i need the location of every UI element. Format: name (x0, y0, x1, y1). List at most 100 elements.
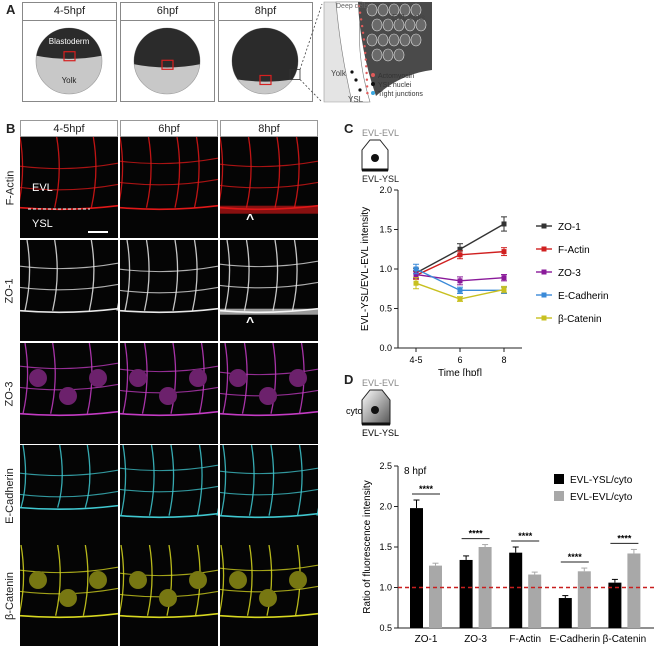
actomyosin-dot (364, 58, 367, 61)
nucleus (29, 369, 47, 387)
cell-membrane (20, 469, 118, 477)
row-label-1: ZO-1 (0, 240, 20, 341)
cell-membrane (120, 445, 127, 516)
micrograph-column-header-2: 8hpf (220, 120, 318, 137)
actin-ring-band (220, 205, 318, 214)
cell-membrane (248, 445, 255, 516)
cell-membrane (82, 545, 89, 616)
actomyosin-dot (362, 38, 366, 41)
cell-membrane (146, 545, 153, 616)
y-tick-label: 0.5 (379, 623, 392, 633)
nucleus (289, 369, 307, 387)
row-label-3: E-Cadherin (0, 445, 20, 546)
inset-yolk-label: Yolk (331, 69, 347, 78)
inset-cell (399, 3, 411, 17)
cell-membrane (120, 569, 218, 577)
cell-membrane (20, 545, 25, 615)
significance-label: **** (617, 533, 632, 543)
y-tick-label: 2.5 (379, 461, 392, 471)
cell-membrane (166, 545, 173, 616)
y-axis-label: EVL-YSL/EVL-EVL intensity (360, 207, 371, 331)
nucleus (129, 571, 147, 589)
zoom-box (289, 69, 301, 80)
inset-ysl-label: YSL (348, 95, 364, 104)
cell-membrane (20, 566, 118, 574)
cell-membrane (243, 240, 250, 311)
legend-marker-0 (371, 73, 375, 77)
micrograph-tile (120, 445, 218, 546)
cell-membrane (24, 240, 31, 311)
cell-membrane (245, 137, 252, 208)
inset-cell (393, 48, 405, 62)
data-point (413, 272, 419, 278)
actomyosin-dot (359, 18, 363, 21)
ysl-nucleus (354, 78, 358, 82)
inset-cell (377, 3, 389, 17)
y-tick-label: 2.0 (379, 502, 392, 512)
zo1-band (220, 308, 318, 315)
inset: Deep cells EVL cells Yolk YSL Actomyosin YSL … (323, 1, 432, 104)
micrograph-tile (120, 240, 218, 341)
data-point (501, 249, 507, 255)
row-label-text: β-Catenin (4, 571, 16, 620)
cell-membrane (50, 343, 56, 414)
actomyosin-dot (358, 11, 362, 14)
inset-cell (371, 48, 383, 62)
evl-ysl-boundary (20, 612, 118, 619)
cell-outlines (120, 137, 218, 211)
cell-membrane (20, 137, 24, 202)
bar-1 (627, 553, 641, 628)
actomyosin-dot (365, 78, 369, 81)
cell-outlines (120, 240, 218, 314)
cell-outlines (20, 545, 118, 619)
actomyosin-dot (365, 71, 368, 75)
y-tick-label: 1.0 (379, 583, 392, 593)
stage-label-1: 6hpf (121, 3, 214, 21)
y-tick-label: 1.0 (379, 264, 392, 274)
actomyosin-dot (365, 65, 368, 68)
data-point (501, 275, 507, 281)
arrowhead: ^ (246, 314, 254, 330)
row-label-text: ZO-3 (4, 380, 16, 407)
cell-membrane (54, 137, 60, 208)
cell-membrane (220, 160, 318, 168)
cell-membrane (222, 343, 229, 414)
cell-membrane (120, 157, 218, 165)
micrograph-tile (220, 240, 318, 341)
category-label: β-Catenin (603, 634, 647, 645)
inset-cell (404, 18, 416, 32)
nucleus (289, 571, 307, 589)
inset-cell (377, 33, 389, 47)
actomyosin-dot (363, 45, 366, 48)
inset-cell (410, 3, 422, 17)
nucleus (229, 369, 247, 387)
cell-membrane (120, 365, 218, 373)
evl-ysl-boundary (120, 612, 218, 619)
panel-d-letter: D (344, 372, 354, 387)
cell-membrane (20, 362, 118, 370)
cell-membrane (120, 178, 218, 186)
inset-deep-cells: Deep cells (336, 3, 369, 10)
cell-membrane (220, 368, 318, 376)
region-box-1 (161, 59, 174, 70)
legend-marker-0 (541, 223, 547, 229)
cell-membrane (220, 181, 318, 189)
bar-0 (509, 552, 523, 628)
significance-label: **** (419, 484, 434, 494)
x-tick-label: 6 (457, 355, 462, 365)
nucleus (189, 571, 207, 589)
cell-membrane (191, 240, 198, 311)
data-point (457, 278, 463, 284)
cell-membrane (120, 286, 218, 294)
cell-membrane (268, 445, 275, 516)
inset-cell (399, 33, 411, 47)
legend-label-2: ZO-3 (558, 268, 581, 279)
inset-cell (388, 3, 400, 17)
cell-membrane (220, 445, 227, 516)
cell-outlines (20, 445, 118, 511)
cell-outlines (20, 137, 118, 211)
actomyosin-dot (360, 24, 364, 28)
nucleus (159, 387, 177, 405)
row-label-2: ZO-3 (0, 343, 20, 444)
data-point (457, 296, 463, 302)
